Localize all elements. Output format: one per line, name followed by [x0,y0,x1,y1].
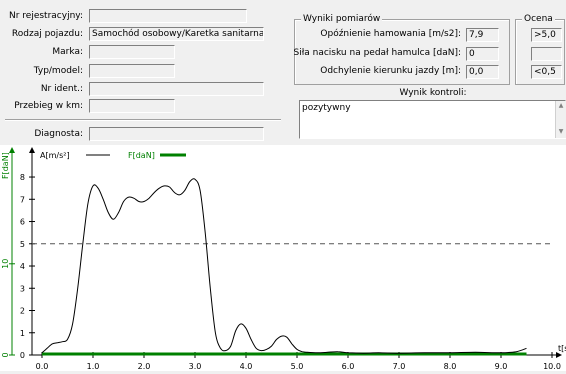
x-tick-label: 1.0 [87,362,100,371]
wyniki-pomiarow-title: Wyniki pomiarów [301,13,383,25]
brake-chart: F[daN] 0 1 2 3 4 5 6 7 8 0 10 0.0 1.0 2.0 3.0 4.0 5.0 6.0 7… [1,147,566,371]
legend-f-label: F[daN] [128,151,155,160]
chart-panel: F[daN] 0 1 2 3 4 5 6 7 8 0 10 0.0 1.0 2.0 3.0 4.0 5.0 6.0 7… [0,145,566,371]
x-tick-label: 10.0 [543,362,561,371]
odchylenie-value: 0,0 [466,65,499,79]
f-tick-label: 10 [1,259,10,269]
scroll-down-icon[interactable]: ▼ [558,128,564,135]
ocena-opoznienie: >5,0 [531,28,562,42]
rodzaj-pojazdu-field[interactable]: Samochód osobowy/Karetka sanitarna [89,27,264,41]
przebieg-field[interactable] [89,99,175,113]
odchylenie-label: Odchylenie kierunku jazdy [m]: [320,66,461,76]
marka-label: Marka: [52,47,83,57]
diagnosta-field[interactable] [89,127,264,141]
a-tick-label: 7 [20,195,25,204]
typ-model-label: Typ/model: [33,66,83,76]
sila-label: Siła nacisku na pedał hamulca [daN]: [293,48,461,58]
x-tick-label: 4.0 [240,362,253,371]
ocena-sila [531,47,562,61]
x-tick-label: 9.0 [495,362,508,371]
wyniki-pomiarow-group: Wyniki pomiarów [294,13,510,85]
opoznienie-label: Opóźnienie hamowania [m/s2]: [320,29,461,39]
a-tick-label: 6 [20,218,25,227]
x-tick-label: 0.0 [36,362,49,371]
wynik-kontroli-label: Wynik kontroli: [399,88,467,98]
przebieg-label: Przebieg w km: [14,101,83,111]
x-tick-label: 6.0 [342,362,355,371]
x-tick-label: 3.0 [189,362,202,371]
rodzaj-pojazdu-label: Rodzaj pojazdu: [11,29,83,39]
nr-ident-label: Nr ident.: [40,84,83,94]
a-tick-label: 2 [20,307,25,316]
ocena-odchylenie: <0,5 [531,65,562,79]
nr-rejestracyjny-field[interactable] [89,9,247,23]
a-tick-label: 4 [20,262,25,271]
a-tick-label: 3 [20,284,25,293]
ocena-group: Ocena [515,13,565,85]
f-axis-arrow [9,147,15,153]
nr-ident-field[interactable] [89,82,264,96]
a-tick-label: 0 [20,351,25,360]
marka-field[interactable] [89,45,175,59]
nr-rejestracyjny-label: Nr rejestracyjny: [9,11,83,21]
scroll-up-icon[interactable]: ▲ [558,102,564,109]
typ-model-field[interactable] [89,64,175,78]
a-axis-arrow [29,147,35,153]
diagnosta-label: Diagnosta: [34,129,83,139]
x-tick-label: 8.0 [444,362,457,371]
a-tick-label: 5 [20,240,25,249]
x-tick-label: 5.0 [291,362,304,371]
series-a-line [41,178,527,354]
opoznienie-value: 7,9 [466,28,499,42]
form-divider [5,119,281,121]
f-axis-label: F[daN] [1,152,10,179]
ocena-title: Ocena [522,13,555,25]
sila-value: 0 [466,47,499,61]
a-tick-label: 8 [20,173,25,182]
wynik-kontroli-value: pozytywny [302,103,351,113]
x-tick-label: 7.0 [393,362,406,371]
f-tick-label: 0 [1,352,10,357]
legend-a-label: A[m/s²] [40,151,70,160]
x-axis-label: t[s] [558,344,566,353]
wynik-kontroli-textarea[interactable]: pozytywny [299,100,566,139]
x-axis-arrow [556,352,562,358]
x-tick-label: 2.0 [138,362,151,371]
a-tick-label: 1 [20,329,25,338]
wynik-scrollbar[interactable]: ▲ ▼ [555,101,566,138]
